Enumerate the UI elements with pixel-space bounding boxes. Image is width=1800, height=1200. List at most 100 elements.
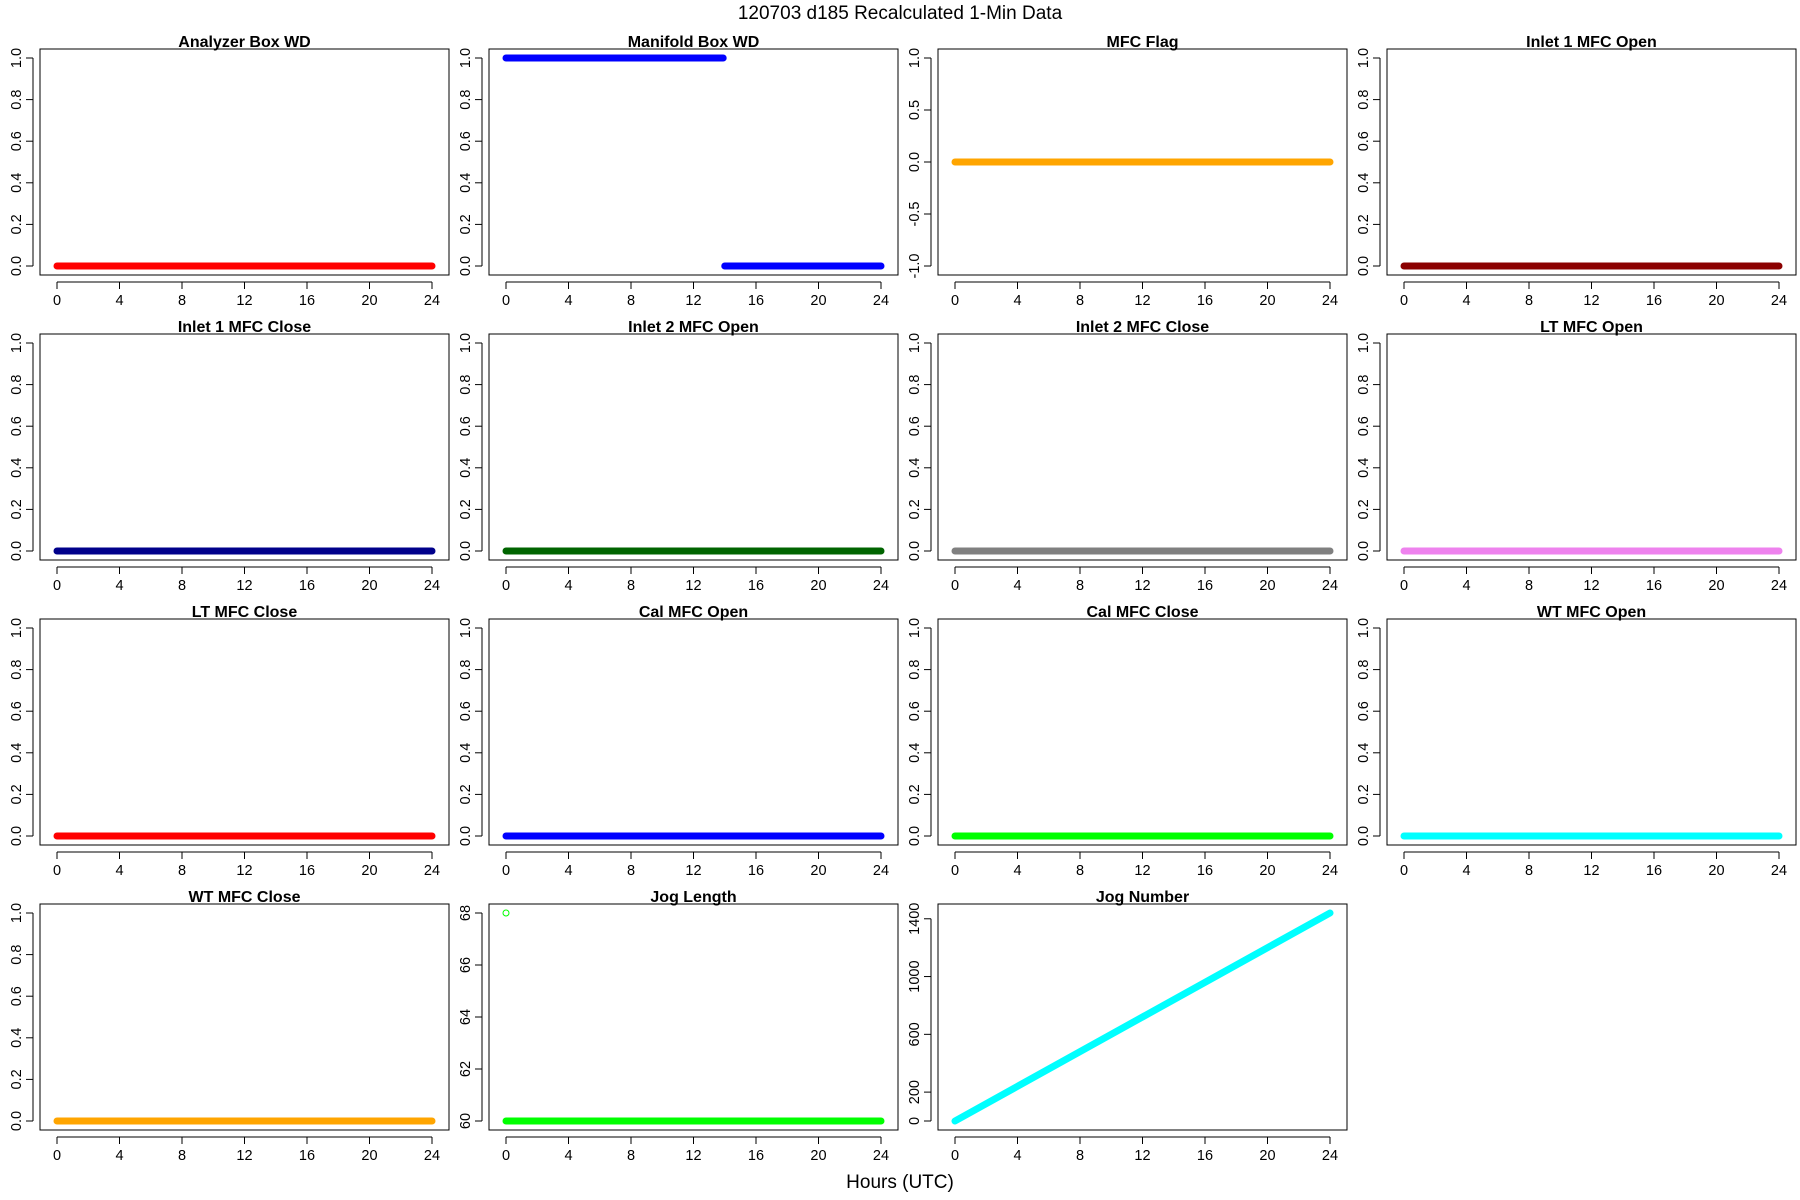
y-tick-label: 0.4 — [458, 173, 474, 193]
x-tick-label: 20 — [361, 293, 377, 309]
x-tick-label: 20 — [361, 578, 377, 594]
y-tick-label: 0.8 — [907, 660, 923, 680]
panel-title: Inlet 2 MFC Close — [1076, 319, 1209, 336]
x-tick-label: 24 — [873, 863, 889, 879]
x-tick-label: 20 — [1259, 1148, 1275, 1164]
y-tick-label: 0.2 — [1356, 784, 1372, 804]
x-tick-label: 16 — [1197, 293, 1213, 309]
plot-frame — [39, 903, 450, 1131]
x-axis: 0 4 8 12 16 20 24 — [1400, 281, 1787, 309]
x-tick-label: 4 — [115, 863, 123, 879]
x-tick-label: 24 — [873, 578, 889, 594]
y-tick-label: 1.0 — [1356, 618, 1372, 638]
x-tick-label: 16 — [1646, 293, 1662, 309]
x-tick-label: 12 — [1583, 293, 1599, 309]
panel-title: Analyzer Box WD — [178, 34, 310, 51]
panel-title: LT MFC Close — [192, 604, 298, 621]
x-axis: 0 4 8 12 16 20 24 — [53, 1136, 440, 1164]
x-tick-label: 4 — [1013, 578, 1021, 594]
panel-10: Cal MFC Open 0 4 8 12 16 20 24 0.0 0.2 0.4 0.6 0.8 1.… — [458, 604, 899, 879]
x-tick-label: 4 — [1462, 863, 1470, 879]
y-tick-label: 0.8 — [458, 90, 474, 110]
x-tick-label: 20 — [810, 578, 826, 594]
y-tick-label: 1.0 — [907, 48, 923, 68]
x-axis: 0 4 8 12 16 20 24 — [502, 851, 889, 879]
panel-title: Manifold Box WD — [628, 34, 760, 51]
y-tick-label: 0.6 — [9, 131, 25, 151]
y-tick-label: 1000 — [907, 960, 923, 992]
panel-title: WT MFC Close — [189, 889, 301, 906]
panel-title: Jog Number — [1096, 889, 1189, 906]
x-tick-label: 0 — [951, 1148, 959, 1164]
x-tick-label: 0 — [53, 293, 61, 309]
panels: Analyzer Box WD0 4 8 12 16 20 240.00.20.40.60.… — [9, 34, 1797, 1164]
y-tick-label: 0.2 — [9, 1069, 25, 1089]
x-tick-label: 8 — [1525, 293, 1533, 309]
x-tick-label: 20 — [1708, 293, 1724, 309]
x-tick-label: 12 — [1583, 578, 1599, 594]
y-tick-label: 0 — [907, 1117, 923, 1125]
y-axis: 0 200 600 1000 1400 — [907, 903, 932, 1125]
y-tick-label: 0.2 — [907, 499, 923, 519]
y-axis: 0.0 0.2 0.4 0.6 0.8 1.0 — [458, 618, 483, 846]
x-tick-label: 0 — [951, 293, 959, 309]
x-tick-label: 20 — [810, 293, 826, 309]
x-tick-label: 8 — [178, 1148, 186, 1164]
y-axis: 60 62 64 66 68 — [458, 905, 483, 1129]
x-axis: 0 4 8 12 16 20 24 — [951, 566, 1338, 594]
x-tick-label: 8 — [1525, 578, 1533, 594]
y-axis: 0.0 0.2 0.4 0.6 0.8 1.0 — [458, 48, 483, 276]
y-tick-label: 60 — [458, 1113, 474, 1129]
plot-frame — [1386, 48, 1797, 276]
x-tick-label: 4 — [1013, 1148, 1021, 1164]
x-tick-label: 4 — [1462, 293, 1470, 309]
x-tick-label: 12 — [236, 1148, 252, 1164]
x-tick-label: 12 — [1583, 863, 1599, 879]
x-tick-label: 20 — [810, 863, 826, 879]
panel-title: WT MFC Open — [1537, 604, 1646, 621]
plot-frame — [488, 903, 899, 1131]
y-tick-label: 0.0 — [9, 541, 25, 561]
y-tick-label: 66 — [458, 957, 474, 973]
x-tick-label: 8 — [1076, 293, 1084, 309]
y-tick-label: 0.4 — [9, 173, 25, 193]
y-tick-label: 0.0 — [1356, 256, 1372, 276]
x-tick-label: 0 — [502, 863, 510, 879]
panel-1: Analyzer Box WD0 4 8 12 16 20 240.00.20.40.60.… — [9, 34, 450, 309]
y-axis: 0.0 0.2 0.4 0.6 0.8 1.0 — [9, 903, 34, 1131]
x-tick-label: 0 — [53, 578, 61, 594]
y-tick-label: 0.2 — [1356, 214, 1372, 234]
x-tick-label: 16 — [299, 293, 315, 309]
panel-12: WT MFC Open 0 4 8 12 16 20 24 0.0 0.2 0.4 0.6 0.8 1.0 — [1356, 604, 1797, 879]
y-tick-label: 0.8 — [9, 945, 25, 965]
data-point — [502, 909, 510, 917]
panel-8: LT MFC Open 0 4 8 12 16 20 24 0.0 0.2 0.4 0.6 0.8 1.0 — [1356, 319, 1797, 594]
y-tick-label: 0.6 — [907, 416, 923, 436]
y-tick-label: 0.6 — [9, 416, 25, 436]
x-tick-label: 4 — [115, 293, 123, 309]
x-tick-label: 4 — [564, 293, 572, 309]
x-axis: 0 4 8 12 16 20 24 — [951, 851, 1338, 879]
x-tick-label: 20 — [361, 863, 377, 879]
x-tick-label: 0 — [502, 1148, 510, 1164]
x-tick-label: 4 — [1013, 293, 1021, 309]
data-series — [951, 909, 1334, 1125]
x-tick-label: 4 — [564, 863, 572, 879]
x-tick-label: 4 — [564, 578, 572, 594]
panel-3: MFC Flag 0 4 8 12 16 20 24 -1.0 -0.5 0.0 0.5 1.0 — [907, 34, 1348, 309]
plot-frame — [488, 618, 899, 846]
y-tick-label: 0.0 — [9, 826, 25, 846]
x-tick-label: 12 — [1134, 863, 1150, 879]
x-axis: 0 4 8 12 16 20 24 — [53, 281, 440, 309]
x-tick-label: 4 — [564, 1148, 572, 1164]
y-tick-label: 0.8 — [907, 375, 923, 395]
x-tick-label: 12 — [685, 293, 701, 309]
x-tick-label: 24 — [424, 863, 440, 879]
x-tick-label: 24 — [1771, 293, 1787, 309]
x-axis: 0 4 8 12 16 20 24 — [951, 1136, 1338, 1164]
y-tick-label: 0.8 — [1356, 660, 1372, 680]
y-tick-label: 0.4 — [1356, 458, 1372, 478]
